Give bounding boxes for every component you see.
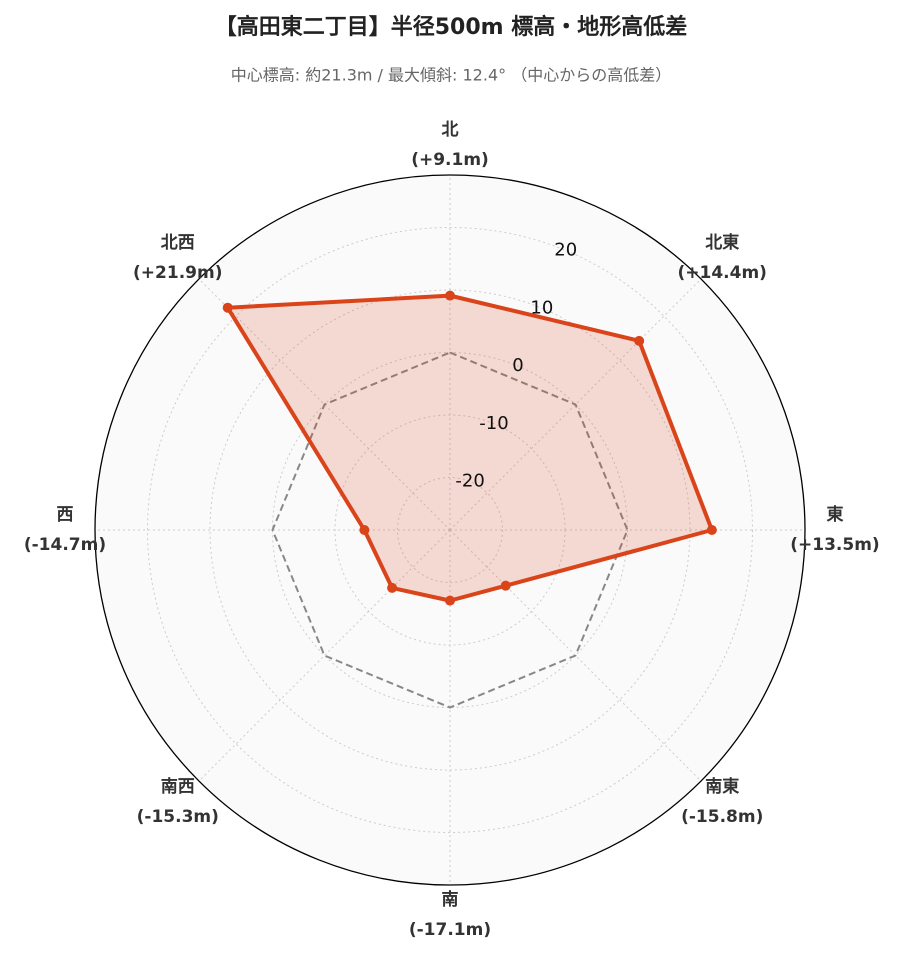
r-tick-label: -20: [455, 470, 484, 491]
category-label: 北: [442, 120, 459, 140]
data-point: [222, 302, 233, 313]
chart-subtitle: 中心標高: 約21.3m / 最大傾斜: 12.4° （中心からの高低差）: [231, 66, 671, 85]
category-label: 北西: [161, 233, 195, 253]
category-value-label: (-15.8m): [681, 807, 763, 827]
data-point: [359, 525, 370, 535]
r-tick-label: -10: [479, 413, 508, 434]
r-tick-label: 10: [530, 297, 553, 318]
category-value-label: (-14.7m): [24, 535, 106, 555]
data-point: [706, 525, 717, 535]
r-tick-label: 0: [512, 355, 523, 376]
data-point: [634, 335, 645, 346]
category-label: 南東: [705, 776, 739, 797]
category-label: 南: [442, 889, 459, 910]
chart-title: 【高田東二丁目】半径500m 標高・地形高低差: [215, 14, 688, 40]
grid-circle: [397, 477, 503, 583]
category-label: 東: [827, 504, 844, 525]
grid-circle: [147, 227, 753, 833]
r-tick-label: 20: [554, 240, 577, 261]
grid-spoke: [449, 529, 702, 782]
zero-reference: [271, 351, 629, 709]
data-point: [445, 595, 455, 606]
grid-spoke: [198, 529, 451, 782]
grid-spoke: [449, 278, 702, 531]
category-value-label: (+14.4m): [678, 263, 767, 283]
category-label: 北東: [705, 232, 739, 253]
data-point: [445, 290, 455, 301]
category-label: 南西: [161, 776, 195, 797]
data-point: [500, 580, 511, 591]
category-value-label: (+13.5m): [790, 535, 879, 555]
category-label: 西: [57, 505, 74, 525]
data-point: [387, 582, 398, 593]
category-value-label: (+9.1m): [411, 150, 489, 170]
category-value-label: (-15.3m): [137, 807, 219, 827]
outer-frame: [94, 174, 806, 886]
category-value-label: (+21.9m): [133, 263, 222, 283]
category-value-label: (-17.1m): [409, 920, 491, 940]
grid-spoke: [198, 278, 451, 531]
